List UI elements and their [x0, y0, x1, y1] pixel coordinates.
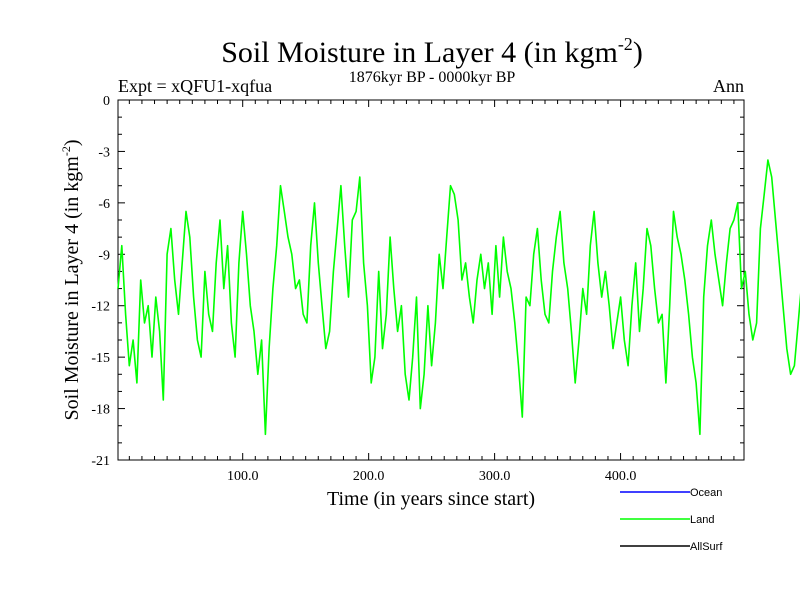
- chart-title-superscript: -2: [618, 34, 633, 54]
- legend-label-land: Land: [690, 514, 714, 526]
- legend: Ocean Land AllSurf: [620, 487, 723, 553]
- y-tick-label: -6: [98, 197, 110, 212]
- x-tick-label: 300.0: [479, 469, 511, 484]
- y-tick-label: -9: [98, 248, 110, 263]
- chart-title-text: Soil Moisture in Layer 4 (in kgm: [221, 36, 618, 69]
- y-tick-label: -12: [91, 300, 110, 315]
- legend-label-allsurf: AllSurf: [690, 541, 723, 553]
- x-tick-label: 400.0: [605, 469, 637, 484]
- y-axis-label-text: Soil Moisture in Layer 4 (in kgm: [61, 156, 83, 421]
- chart-title: Soil Moisture in Layer 4 (in kgm-2): [221, 34, 643, 69]
- experiment-label: Expt = xQFU1-xqfua: [118, 76, 272, 96]
- y-tick-label: -3: [98, 145, 110, 160]
- legend-label-ocean: Ocean: [690, 487, 722, 499]
- y-tick-label: 0: [103, 94, 110, 109]
- plot-frame: [117, 99, 745, 461]
- y-axis-label-superscript: -2: [59, 146, 73, 156]
- x-axis-label: Time (in years since start): [327, 488, 535, 510]
- season-label: Ann: [713, 76, 744, 96]
- y-tick-label: -15: [91, 351, 110, 366]
- x-axis: 100.0 200.0 300.0 400.0: [128, 100, 735, 484]
- chart-title-close: ): [633, 36, 643, 69]
- series-line-land: [117, 159, 800, 436]
- y-axis: 0 -3 -6 -9 -12 -15 -18 -21: [91, 94, 744, 469]
- series-layer: [117, 159, 800, 436]
- y-axis-label: Soil Moisture in Layer 4 (in kgm-2): [59, 139, 83, 420]
- time-range-subtitle: 1876kyr BP - 0000kyr BP: [349, 69, 516, 86]
- y-tick-label: -21: [91, 454, 110, 469]
- y-axis-label-close: ): [61, 139, 83, 146]
- y-tick-label: -18: [91, 403, 110, 418]
- x-tick-label: 200.0: [353, 469, 385, 484]
- x-tick-label: 100.0: [227, 469, 259, 484]
